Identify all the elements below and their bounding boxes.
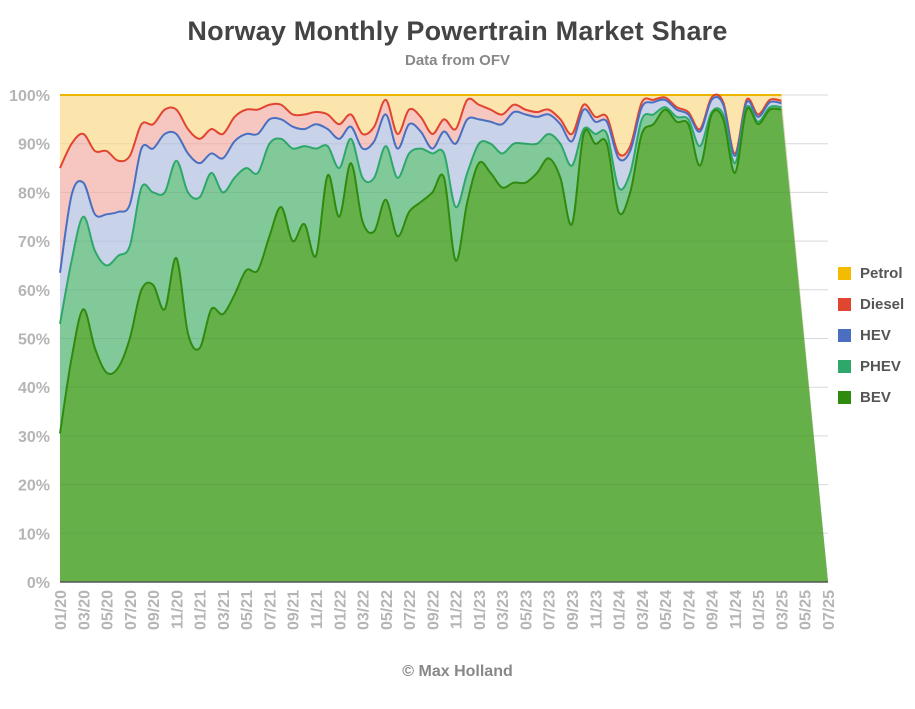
x-tick-label: 05/20 — [100, 590, 117, 630]
legend-label: Petrol — [860, 265, 903, 282]
x-tick-label: 11/22 — [449, 590, 466, 629]
y-axis: 0% 10% 20% 30% 40% 50% 60% 70% 80% 90% 100% — [9, 88, 50, 592]
x-axis: 01/20 03/20 05/20 07/20 09/20 11/20 01/21 03/21… — [53, 590, 838, 630]
x-tick-label: 05/22 — [379, 590, 396, 630]
chart-subtitle: Data from OFV — [404, 52, 510, 69]
x-tick-label: 07/22 — [402, 590, 419, 630]
x-tick-label: 05/23 — [519, 590, 536, 630]
x-tick-label: 07/20 — [123, 590, 140, 630]
legend-item-bev[interactable]: BEV — [838, 382, 904, 413]
y-tick-label: 0% — [27, 575, 50, 592]
x-tick-label: 11/20 — [169, 590, 186, 629]
legend-swatch — [838, 329, 851, 342]
x-tick-label: 05/21 — [239, 590, 256, 630]
legend-item-petrol[interactable]: Petrol — [838, 258, 904, 289]
x-tick-label: 01/25 — [751, 590, 768, 630]
x-tick-label: 03/20 — [76, 590, 93, 630]
legend-item-hev[interactable]: HEV — [838, 320, 904, 351]
x-tick-label: 01/24 — [612, 590, 629, 630]
legend-swatch — [838, 267, 851, 280]
y-tick-label: 20% — [18, 478, 50, 495]
legend-label: PHEV — [860, 358, 901, 375]
x-tick-label: 01/20 — [53, 590, 70, 630]
x-tick-label: 05/24 — [658, 590, 675, 630]
x-tick-label: 03/21 — [216, 590, 233, 630]
chart-title: Norway Monthly Powertrain Market Share — [187, 16, 728, 46]
legend: Petrol Diesel HEV PHEV BEV — [838, 258, 904, 413]
legend-item-phev[interactable]: PHEV — [838, 351, 904, 382]
legend-swatch — [838, 391, 851, 404]
y-tick-label: 10% — [18, 526, 50, 543]
x-tick-label: 07/21 — [263, 590, 280, 630]
area-series — [60, 94, 828, 583]
x-tick-label: 11/21 — [309, 590, 326, 629]
legend-swatch — [838, 360, 851, 373]
credit-text: © Max Holland — [402, 663, 513, 680]
line-phev — [59, 104, 782, 325]
area-bev — [60, 107, 828, 583]
x-tick-label: 11/23 — [588, 590, 605, 629]
x-tick-label: 03/24 — [635, 590, 652, 630]
x-tick-label: 01/22 — [332, 590, 349, 630]
legend-item-diesel[interactable]: Diesel — [838, 289, 904, 320]
series-lines — [59, 93, 828, 583]
x-tick-label: 03/23 — [495, 590, 512, 630]
y-tick-label: 60% — [18, 283, 50, 300]
y-tick-label: 70% — [18, 234, 50, 251]
x-tick-label: 01/21 — [193, 590, 210, 630]
y-tick-label: 90% — [18, 137, 50, 154]
line-hev — [59, 95, 782, 273]
legend-label: BEV — [860, 389, 891, 406]
x-tick-label: 07/23 — [542, 590, 559, 630]
x-tick-label: 03/22 — [356, 590, 373, 630]
x-tick-label: 09/21 — [286, 590, 303, 630]
x-tick-label: 11/24 — [728, 590, 745, 629]
x-tick-label: 09/20 — [146, 590, 163, 630]
x-tick-label: 05/25 — [798, 590, 815, 630]
y-tick-label: 40% — [18, 380, 50, 397]
x-tick-label: 01/23 — [472, 590, 489, 630]
x-tick-label: 07/25 — [821, 590, 838, 630]
x-tick-label: 09/23 — [565, 590, 582, 630]
x-tick-label: 09/24 — [705, 590, 722, 630]
line-diesel — [59, 93, 782, 169]
y-tick-label: 100% — [9, 88, 50, 105]
x-tick-label: 07/24 — [681, 590, 698, 630]
y-tick-label: 50% — [18, 332, 50, 349]
x-tick-label: 09/22 — [425, 590, 442, 630]
line-bev — [59, 106, 782, 434]
legend-label: Diesel — [860, 296, 905, 313]
y-tick-label: 30% — [18, 429, 50, 446]
legend-swatch — [838, 298, 851, 311]
y-tick-label: 80% — [18, 185, 50, 202]
legend-label: HEV — [860, 327, 891, 344]
x-tick-label: 03/25 — [775, 590, 792, 630]
